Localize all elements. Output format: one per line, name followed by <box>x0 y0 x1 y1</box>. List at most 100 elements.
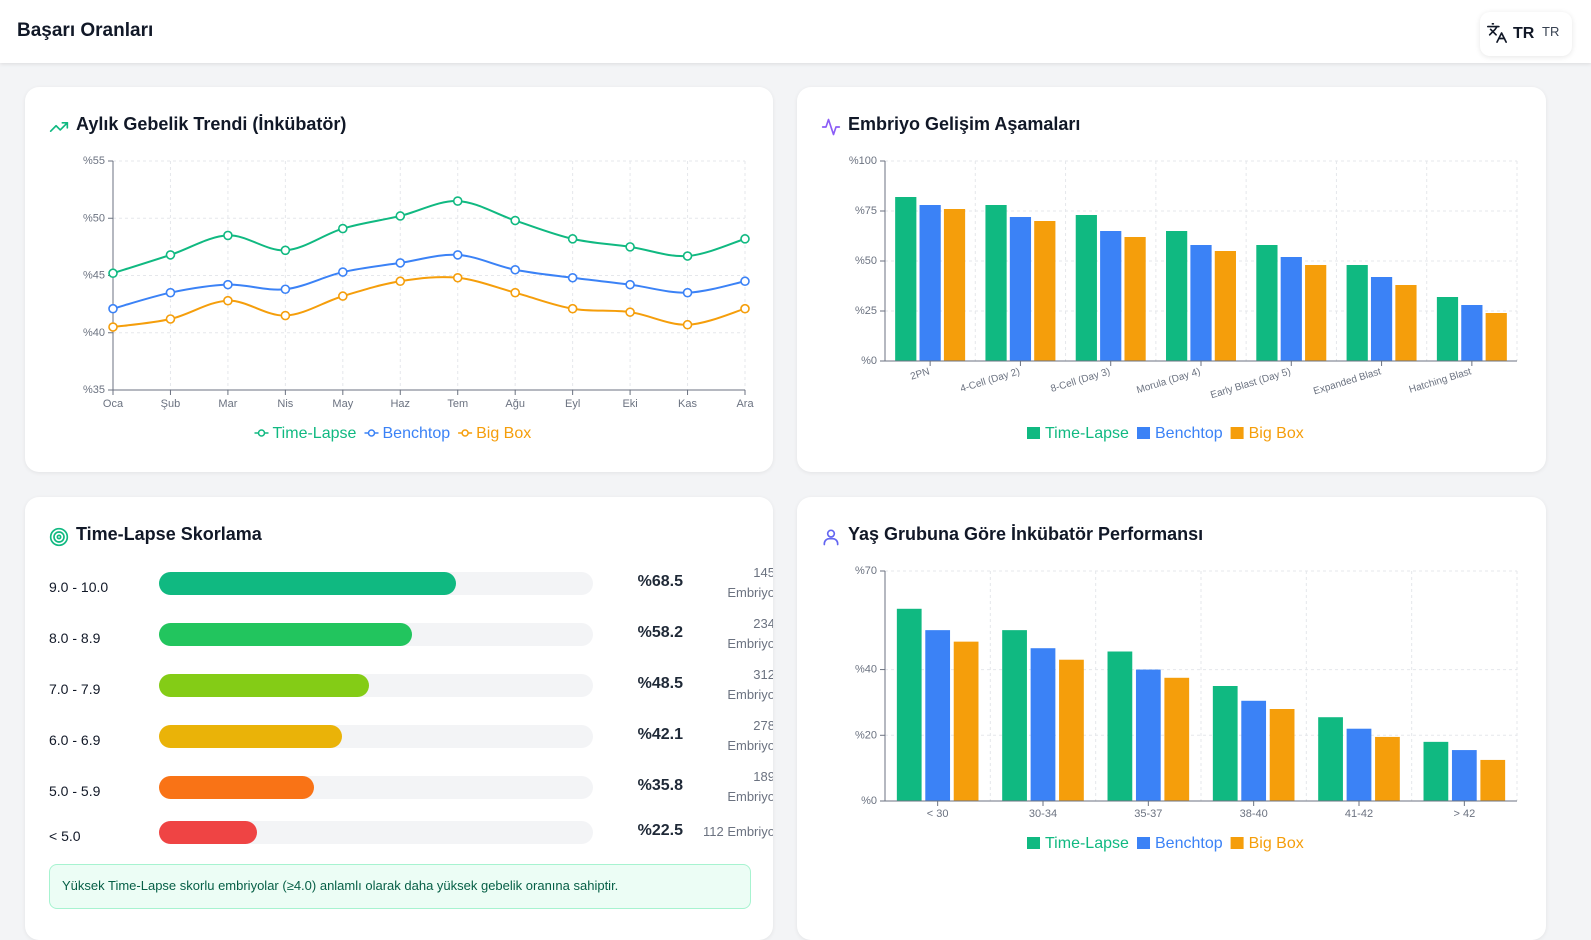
data-point <box>510 264 520 275</box>
y-tick-label: %100 <box>849 155 877 167</box>
bar <box>1164 677 1190 801</box>
bar <box>919 205 941 361</box>
score-percent: %48.5 <box>637 675 683 692</box>
bar <box>895 197 917 361</box>
bar <box>1212 686 1238 801</box>
embryo-count-unit: Embriyo <box>727 824 773 839</box>
bar <box>1480 759 1506 801</box>
bar <box>1107 651 1133 801</box>
x-tick-label: 41-42 <box>1345 808 1373 820</box>
y-tick-label: %0 <box>861 795 877 807</box>
bar <box>1214 251 1236 361</box>
data-point <box>682 251 693 261</box>
x-tick-label: Ağu <box>505 398 525 410</box>
score-bar-track <box>159 725 593 748</box>
bar <box>1075 215 1097 361</box>
legend-label: Time-Lapse <box>1045 425 1129 442</box>
stages-card-title: Embriyo Gelişim Aşamaları <box>848 114 1081 134</box>
bar <box>1436 297 1459 361</box>
legend-label: Big Box <box>476 425 531 442</box>
embryo-count-number: 112 <box>702 824 724 839</box>
y-tick-label: %75 <box>855 205 877 217</box>
bar <box>1002 630 1027 801</box>
y-tick-label: %20 <box>855 729 877 741</box>
x-tick-label: Expanded Blast <box>1312 366 1382 397</box>
legend-label: Big Box <box>1249 425 1304 442</box>
legend-swatch <box>1137 427 1150 439</box>
legend-label: Time-Lapse <box>273 425 357 442</box>
data-point <box>108 268 118 279</box>
data-point <box>740 234 750 244</box>
age-card: Yaş Grubuna Göre İnkübatör Performansı %… <box>797 497 1546 940</box>
x-tick-label: Nis <box>277 398 293 410</box>
bar <box>1166 231 1188 361</box>
data-point <box>567 234 578 244</box>
embryo-count: 112 Embriyo <box>679 822 773 842</box>
legend-swatch <box>1027 427 1040 439</box>
data-point <box>510 215 520 226</box>
data-point <box>567 303 578 314</box>
data-point <box>740 276 750 287</box>
language-switcher[interactable]: TR TR <box>1480 12 1572 56</box>
embryo-count: 234 Embriyo <box>679 614 773 654</box>
legend-swatch <box>1137 837 1150 849</box>
x-tick-label: Haz <box>390 398 410 410</box>
score-bar-track <box>159 572 593 595</box>
embryo-count: 145 Embriyo <box>679 563 773 603</box>
bar <box>1346 265 1368 361</box>
language-code: TR <box>1513 25 1535 42</box>
legend-label: Benchtop <box>1155 835 1223 852</box>
data-point <box>682 287 693 298</box>
scoring-card-title: Time-Lapse Skorlama <box>76 524 262 544</box>
score-bar-track <box>159 821 593 844</box>
score-bar-fill <box>159 776 315 799</box>
translate-icon <box>1487 23 1507 43</box>
data-point <box>510 287 520 298</box>
x-tick-label: 2PN <box>909 366 931 382</box>
bar <box>1451 750 1477 801</box>
scoring-note: Yüksek Time-Lapse skorlu embriyolar (≥4.… <box>49 864 751 909</box>
scoring-card: Time-Lapse Skorlama 9.0 - 10.0 %68.5 145… <box>25 497 773 940</box>
bar <box>1318 717 1343 801</box>
y-tick-label: %50 <box>855 255 877 267</box>
x-tick-label: Kas <box>678 398 697 410</box>
target-icon <box>49 527 69 547</box>
x-tick-label: Hatching Blast <box>1408 366 1473 395</box>
score-range: < 5.0 <box>49 828 81 844</box>
y-tick-label: %0 <box>861 355 877 367</box>
data-point <box>165 314 176 324</box>
x-tick-label: 30-34 <box>1029 808 1057 820</box>
bar <box>1190 245 1212 361</box>
x-tick-label: Morula (Day 4) <box>1135 366 1201 396</box>
score-range: 9.0 - 10.0 <box>49 579 109 595</box>
x-tick-label: Mar <box>218 398 237 410</box>
trending-up-icon <box>49 122 69 132</box>
bar <box>1241 700 1267 801</box>
bar <box>1009 217 1032 361</box>
bar <box>985 205 1007 361</box>
x-tick-label: May <box>332 398 353 410</box>
data-point <box>567 272 578 283</box>
bar <box>1485 313 1507 361</box>
data-point <box>338 291 348 301</box>
data-point <box>108 303 118 314</box>
bar <box>1395 285 1417 361</box>
bar <box>1256 245 1278 361</box>
score-range: 7.0 - 7.9 <box>49 681 101 697</box>
y-tick-label: %40 <box>83 327 105 339</box>
data-point <box>280 245 291 256</box>
y-tick-label: %50 <box>83 212 105 224</box>
score-bar-fill <box>159 725 342 748</box>
legend-swatch <box>1230 837 1244 849</box>
legend-label: Benchtop <box>1155 425 1223 442</box>
user-icon <box>823 529 839 546</box>
bar <box>1030 648 1056 801</box>
score-bar-track <box>159 623 593 646</box>
bar <box>1100 231 1122 361</box>
stages-card: Embriyo Gelişim Aşamaları %0 %25 %50 %75 %10… <box>797 87 1546 472</box>
data-point <box>223 279 233 290</box>
bar <box>1059 659 1084 801</box>
bar <box>1346 728 1372 801</box>
score-row: 6.0 - 6.9 %42.1 278 Embriyo <box>49 718 773 763</box>
score-range: 6.0 - 6.9 <box>49 732 101 748</box>
